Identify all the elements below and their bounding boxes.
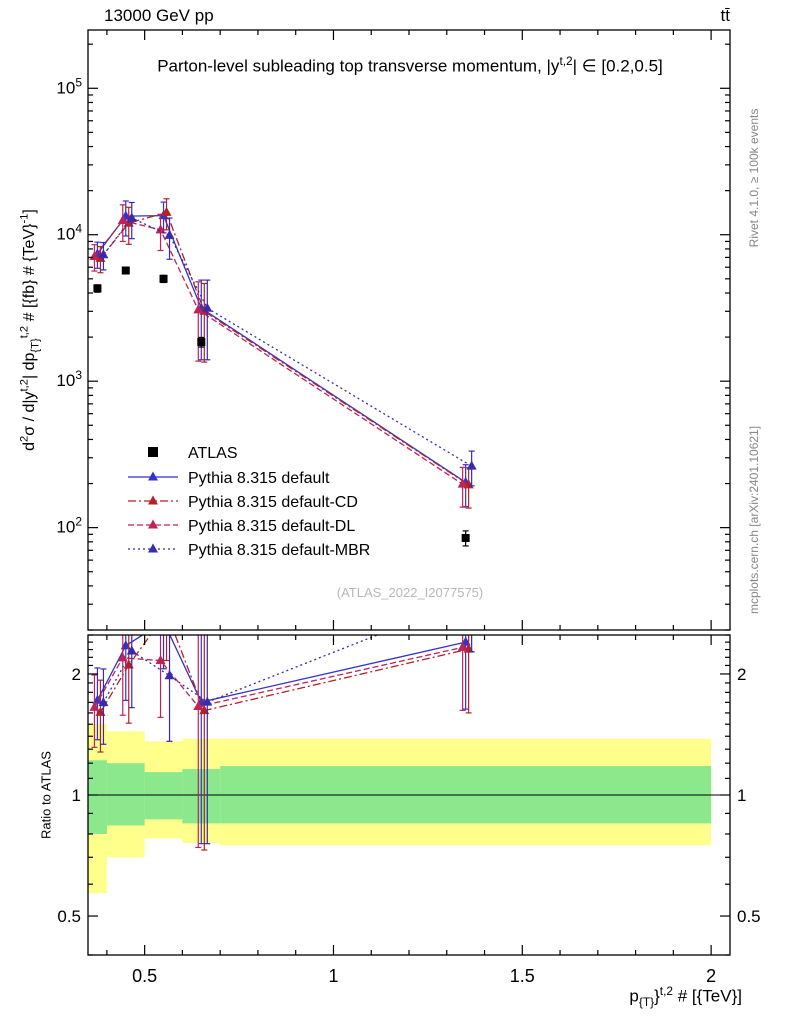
svg-text:2: 2 xyxy=(737,665,746,684)
series-main-pythia-default-dl xyxy=(89,204,468,508)
svg-text:0.5: 0.5 xyxy=(737,907,761,926)
svg-text:0.5: 0.5 xyxy=(132,966,157,986)
legend-item-pythia-default-dl: Pythia 8.315 default-DL xyxy=(128,518,355,535)
legend-item-pythia-default: Pythia 8.315 default xyxy=(128,470,330,487)
ratio-y-axis-label: Ratio to ATLAS xyxy=(38,751,54,839)
series-main-pythia-default-cd xyxy=(95,198,474,509)
green-band-segment xyxy=(144,772,183,820)
process-label: tt̄ xyxy=(720,6,730,25)
legend: ATLAS Pythia 8.315 default Pythia 8.315 de… xyxy=(128,445,370,559)
svg-text:103: 103 xyxy=(56,368,82,390)
series-ratio-pythia-default-mbr xyxy=(98,635,475,845)
legend-item-atlas: ATLAS xyxy=(148,445,238,462)
svg-text:1.5: 1.5 xyxy=(510,966,535,986)
svg-text:1: 1 xyxy=(737,786,746,805)
green-band-segment xyxy=(88,760,107,834)
svg-text:105: 105 xyxy=(56,75,82,97)
beam-energy-label: 13000 GeV pp xyxy=(104,6,214,25)
legend-item-pythia-default-cd: Pythia 8.315 default-CD xyxy=(128,494,358,511)
analysis-watermark: (ATLAS_2022_I2077575) xyxy=(336,585,484,600)
svg-text:0.5: 0.5 xyxy=(57,907,81,926)
legend-item-pythia-default-mbr: Pythia 8.315 default-MBR xyxy=(128,542,370,559)
series-main-pythia-default-mbr xyxy=(98,201,477,487)
series-main-pythia-default xyxy=(92,200,471,508)
svg-text:104: 104 xyxy=(56,222,82,244)
axis-tick-labels: 0.5 1 1.5 2 102 103 104 105 0.5 0.5 1 1 2 2 xyxy=(56,75,760,986)
svg-text:Pythia 8.315 default-MBR: Pythia 8.315 default-MBR xyxy=(188,542,370,559)
rivet-version-label: Rivet 4.1.0, ≥ 100k events xyxy=(747,108,761,248)
svg-text:102: 102 xyxy=(56,515,82,537)
axis-ticks xyxy=(88,30,730,956)
ratio-uncertainty-bands xyxy=(88,724,712,894)
svg-text:1: 1 xyxy=(328,966,338,986)
svg-text:1: 1 xyxy=(72,786,81,805)
x-axis-label: p{T}}t,2 # [{TeV}] xyxy=(629,984,742,1010)
atlas-square-marker-icon xyxy=(148,447,158,457)
svg-text:2: 2 xyxy=(72,665,81,684)
series-ratio-pythia-default-dl xyxy=(89,635,468,849)
green-band-segment xyxy=(106,763,145,826)
svg-text:Pythia 8.315 default-DL: Pythia 8.315 default-DL xyxy=(188,518,355,535)
series-atlas xyxy=(93,266,470,547)
plot-title: Parton-level subleading top transverse m… xyxy=(157,54,663,76)
svg-text:Pythia 8.315 default: Pythia 8.315 default xyxy=(188,470,330,487)
main-frame xyxy=(87,29,731,631)
svg-text:2: 2 xyxy=(706,966,716,986)
svg-text:ATLAS: ATLAS xyxy=(188,445,238,462)
svg-text:Pythia 8.315 default-CD: Pythia 8.315 default-CD xyxy=(188,494,358,511)
main-y-axis-label: d2σ / d|yt,2| dp{T}t,2 # [{fb} # {TeV}-1… xyxy=(18,209,42,451)
